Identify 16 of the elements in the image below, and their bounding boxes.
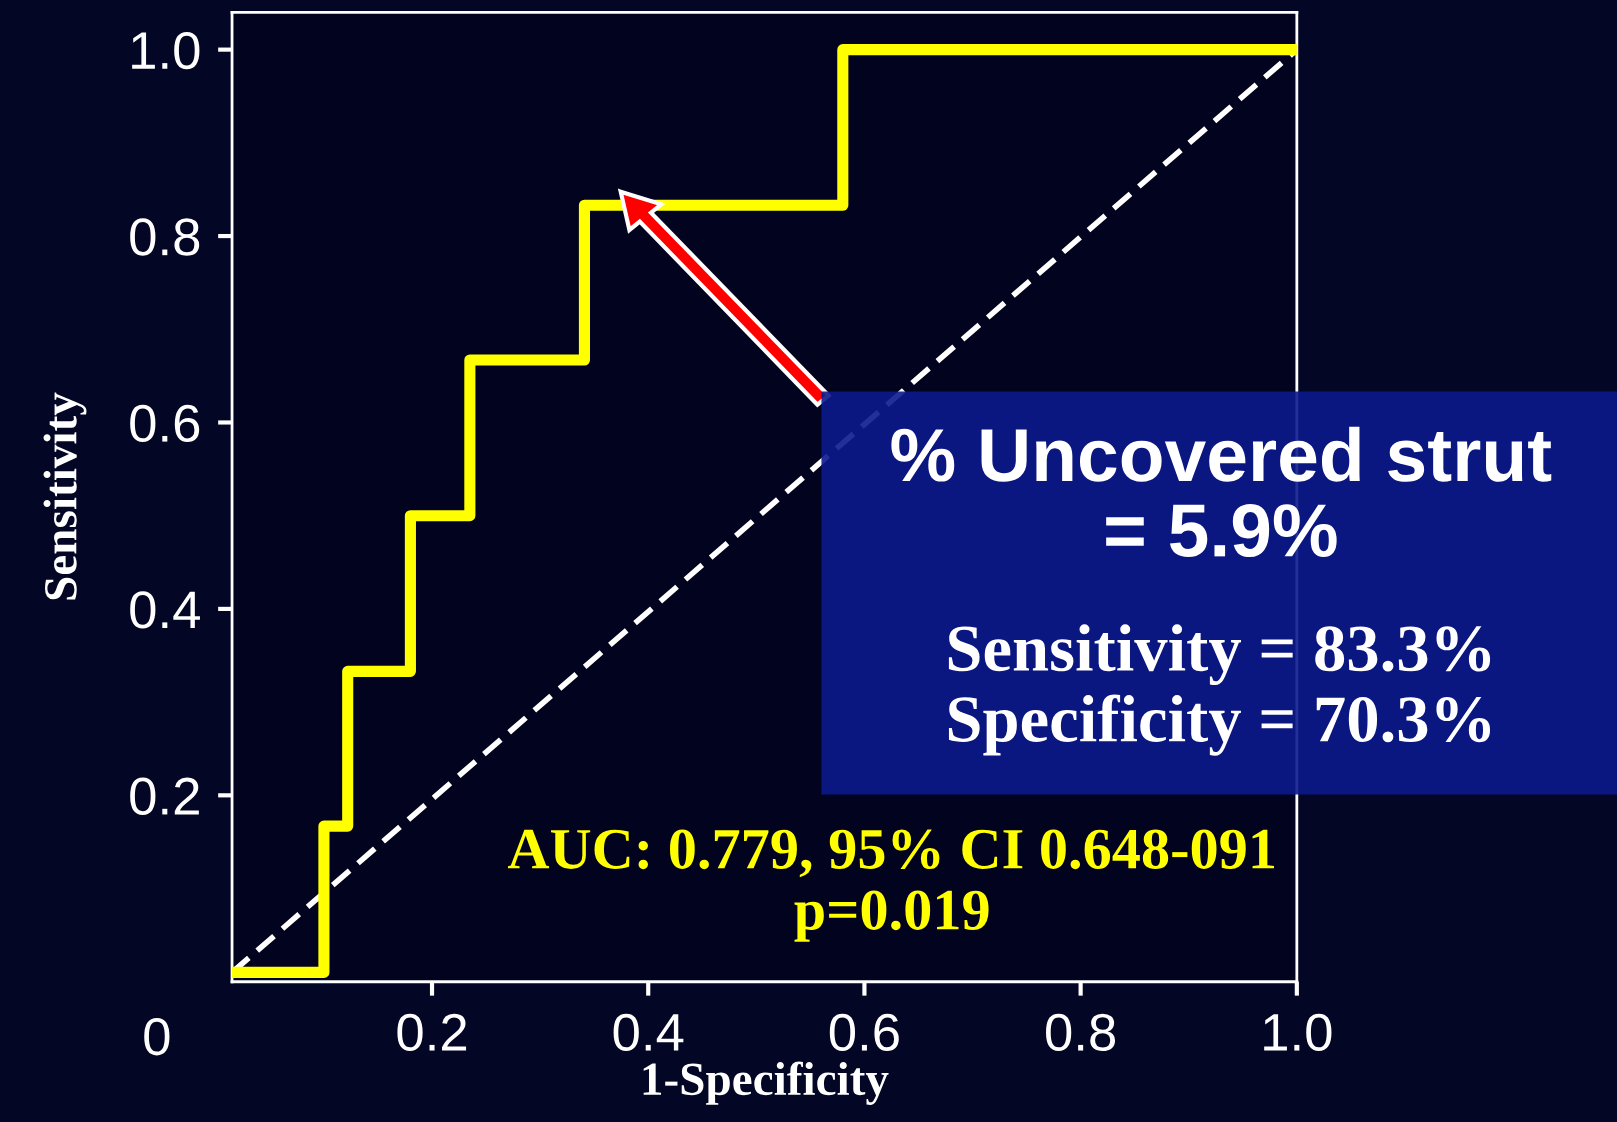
x-tick-label: 0.2: [397, 1013, 467, 1052]
y-tick-label: 0.6: [130, 404, 200, 443]
x-tick-label: 0.4: [613, 1013, 684, 1052]
annotation: % Uncovered strut = 5.9%: [891, 426, 1552, 558]
y-tick-label: 1.0: [132, 31, 200, 70]
x-tick-label: 0.8: [1046, 1013, 1116, 1052]
x-axis-title: 1-Specificity: [643, 1061, 889, 1105]
annotation: AUC: 0.779, 95% CI 0.648-091 p=0.019: [507, 829, 1275, 942]
y-tick-label: 0.2: [130, 777, 199, 815]
y-axis-title: Sensitivity: [43, 392, 87, 600]
x-tick-label: 0.6: [829, 1013, 899, 1052]
x-tick-label: 1.0: [1264, 1013, 1332, 1052]
y-tick-label: 0.4: [130, 591, 200, 629]
y-tick-label: 0.8: [130, 218, 200, 256]
annotation: Sensitivity = 83.3% Specificity = 70.3%: [948, 624, 1491, 756]
text: 0: [144, 1018, 170, 1056]
